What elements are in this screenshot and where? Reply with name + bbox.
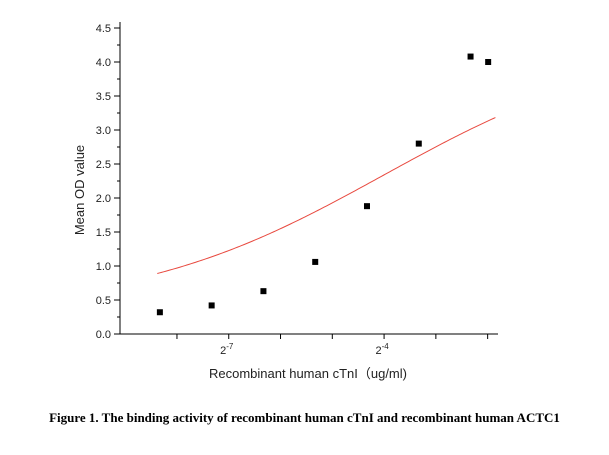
points-layer: [156, 53, 492, 316]
figure-caption: Figure 1. The binding activity of recomb…: [49, 410, 560, 425]
x-tick-label: 2-4: [375, 342, 389, 357]
y-tick-label: 0.5: [96, 295, 111, 307]
y-tick-label: 4.5: [96, 23, 111, 35]
y-axis-title: Mean OD value: [72, 145, 87, 235]
chart: 0.0 0.5 1.0 1.5 2.0 2.5 3.0 3.5 4.0 4.5 2-7 2-4 Rec…: [72, 22, 498, 381]
y-tick-label: 4.0: [96, 57, 111, 69]
x-axis-title: Recombinant human cTnI（ug/ml): [209, 366, 407, 381]
fit-curve: [157, 117, 496, 274]
data-point: [312, 258, 319, 265]
data-point: [485, 59, 492, 65]
y-tick-label: 0.0: [96, 329, 111, 341]
data-point: [415, 140, 422, 147]
data-point: [363, 203, 370, 210]
axes-layer: 0.0 0.5 1.0 1.5 2.0 2.5 3.0 3.5 4.0 4.5 2-7 2-4: [96, 22, 498, 357]
y-tick-label: 3.5: [96, 91, 111, 103]
data-point: [208, 302, 215, 309]
data-point: [156, 309, 163, 316]
data-point: [467, 53, 474, 60]
y-tick-label: 3.0: [96, 125, 111, 137]
data-point: [260, 288, 267, 295]
y-tick-label: 1.5: [96, 227, 111, 239]
y-tick-label: 1.0: [96, 261, 111, 273]
x-tick-label: 2-7: [220, 342, 234, 357]
y-tick-label: 2.5: [96, 159, 111, 171]
y-tick-label: 2.0: [96, 193, 111, 205]
